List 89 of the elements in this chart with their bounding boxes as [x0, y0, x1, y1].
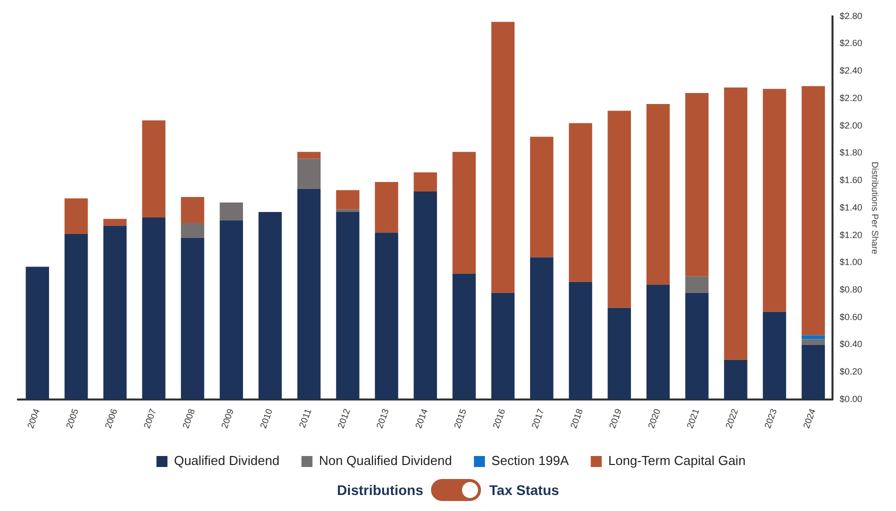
bar: [374, 182, 398, 233]
x-tick-label: 2012: [336, 407, 352, 430]
bar: [646, 284, 670, 400]
x-tick-label: 2015: [452, 407, 468, 430]
x-tick-label: 2007: [142, 407, 158, 430]
bar: [762, 312, 786, 400]
bar: [724, 360, 748, 400]
x-tick-label: 2020: [646, 407, 662, 430]
bar: [336, 190, 360, 210]
bar: [297, 158, 321, 189]
bar: [802, 335, 825, 340]
bar: [452, 152, 476, 274]
bar: [646, 104, 670, 285]
bar: [297, 188, 321, 400]
y-tick-label: $0.00: [840, 394, 862, 404]
bar: [142, 120, 166, 218]
x-tick-label: 2024: [801, 407, 818, 430]
bar: [491, 292, 515, 400]
x-tick-label: 2005: [64, 407, 80, 430]
bar: [724, 88, 748, 360]
x-tick-label: 2019: [607, 407, 624, 430]
legend-label: Qualified Dividend: [174, 453, 280, 468]
bar: [762, 88, 786, 312]
bar: [142, 218, 166, 400]
bar: [802, 344, 825, 400]
bar: [802, 86, 825, 336]
bar: [530, 257, 554, 400]
bar: [568, 282, 592, 400]
bar: [180, 222, 204, 238]
x-tick-label: 2018: [568, 407, 585, 430]
bar: [414, 192, 437, 400]
bar: [685, 276, 709, 293]
bar: [103, 218, 127, 226]
bar: [220, 220, 244, 400]
bar: [685, 93, 709, 276]
y-tick-label: $1.20: [840, 230, 862, 240]
y-tick-label: $0.80: [840, 284, 862, 295]
bar: [336, 209, 360, 212]
y-tick-label: $1.00: [840, 257, 862, 268]
legend-label: Long-Term Capital Gain: [608, 453, 746, 468]
x-tick-label: 2008: [180, 407, 197, 430]
x-tick-label: 2023: [762, 407, 779, 430]
text: Tax Status: [489, 482, 560, 498]
bar: [220, 202, 244, 220]
bar: [608, 110, 631, 308]
x-tick-label: 2011: [297, 407, 314, 430]
bar: [336, 212, 360, 400]
x-tick-label: 2006: [102, 407, 120, 430]
text: Distributions: [336, 482, 424, 498]
bar: [180, 197, 204, 223]
x-tick-label: 2010: [258, 407, 274, 430]
bar: [414, 172, 437, 192]
x-tick-label: 2004: [25, 407, 42, 430]
x-tick-label: 2021: [684, 407, 702, 430]
bar: [802, 339, 825, 345]
bar: [685, 292, 709, 400]
y-tick-label: $0.40: [840, 339, 862, 350]
bar: [568, 123, 592, 282]
bar: [608, 308, 631, 400]
y-tick-label: $1.40: [840, 202, 862, 212]
bar: [26, 266, 50, 400]
bar: [64, 198, 88, 234]
bar: [530, 136, 554, 258]
bar: [103, 226, 127, 400]
bar: [258, 212, 282, 400]
legend-label: Non Qualified Dividend: [318, 453, 452, 468]
bar: [297, 152, 321, 159]
y-tick-label: $2.80: [840, 10, 862, 21]
x-tick-label: 2009: [219, 407, 236, 430]
y-tick-label: $2.60: [840, 38, 862, 48]
y-tick-label: $2.20: [840, 92, 862, 103]
y-tick-label: $0.60: [840, 312, 862, 322]
x-tick-label: 2016: [490, 407, 508, 430]
y-tick-label: $1.60: [840, 175, 862, 186]
y-axis-title: Distributions Per Share: [870, 162, 880, 254]
y-tick-label: $2.40: [840, 66, 862, 76]
x-tick-label: 2014: [413, 407, 430, 430]
y-tick-label: $2.00: [840, 120, 862, 130]
y-tick-label: $0.20: [840, 366, 862, 377]
bar: [374, 232, 398, 400]
bar: [452, 274, 476, 400]
x-tick-label: 2017: [530, 407, 546, 430]
bar: [491, 22, 515, 293]
bar: [180, 238, 204, 400]
y-tick-label: $1.80: [840, 148, 862, 158]
x-tick-label: 2013: [374, 407, 391, 430]
legend-label: Section 199A: [491, 453, 570, 468]
x-tick-label: 2022: [724, 407, 740, 430]
bar: [64, 234, 88, 400]
